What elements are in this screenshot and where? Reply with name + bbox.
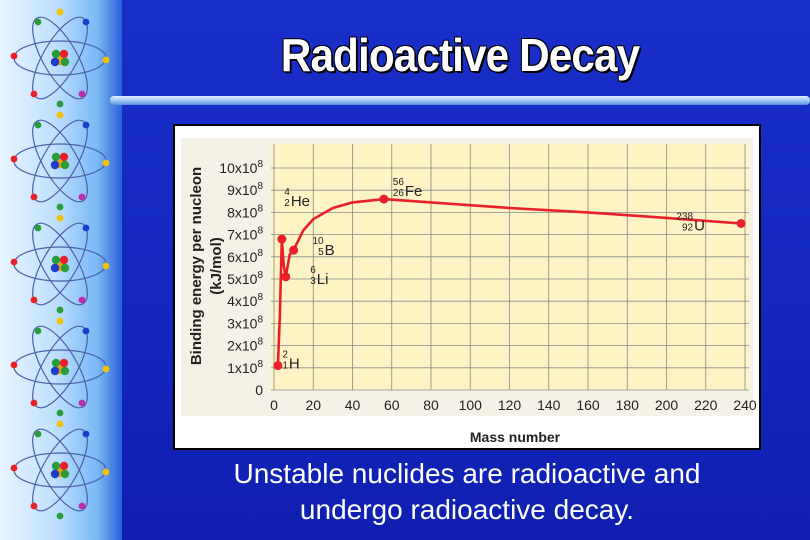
x-tick-label: 200 xyxy=(655,397,679,413)
atomic-number-label: 1 xyxy=(282,361,288,372)
mass-number-label: 56 xyxy=(393,177,405,188)
atomic-number-label: 92 xyxy=(682,223,694,234)
binding-energy-curve xyxy=(276,197,742,366)
chart-panel: 0 1x108 2x108 3x108 4x108 5x108 6x108 7x108 8x10… xyxy=(173,124,761,450)
title-underline-bar xyxy=(110,96,810,105)
caption-line-2: undergo radioactive decay. xyxy=(299,494,635,525)
grid xyxy=(271,144,749,391)
x-tick-label: 0 xyxy=(270,397,278,413)
mass-number-label: 238 xyxy=(676,212,693,223)
data-point-he xyxy=(277,234,287,244)
x-axis-title: Mass number xyxy=(470,429,561,445)
atom-icon xyxy=(10,8,110,108)
element-symbol-label: U xyxy=(694,218,705,235)
x-tick-label: 120 xyxy=(498,397,522,413)
data-point-li xyxy=(281,272,291,282)
y-tick-label: 0 xyxy=(255,382,263,398)
y-tick-label: 2x108 xyxy=(227,337,263,354)
slide-caption: Unstable nuclides are radioactive and un… xyxy=(160,456,774,528)
mass-number-label: 10 xyxy=(313,236,325,247)
nuclide-label-he: 42 He xyxy=(284,187,310,210)
mass-number-label: 6 xyxy=(310,265,316,276)
atom-icon xyxy=(10,420,110,520)
y-axis-title-line-2: (kJ/mol) xyxy=(208,237,225,295)
x-tick-label: 80 xyxy=(423,397,439,413)
y-tick-label: 6x108 xyxy=(227,248,263,265)
element-symbol-label: B xyxy=(325,242,335,259)
data-point-b xyxy=(289,245,299,255)
x-tick-label: 100 xyxy=(459,397,483,413)
element-symbol-label: He xyxy=(291,193,310,210)
x-tick-label: 60 xyxy=(384,397,400,413)
atomic-number-label: 3 xyxy=(310,276,316,287)
y-tick-label: 10x108 xyxy=(219,159,263,176)
x-tick-label: 240 xyxy=(733,397,757,413)
x-tick-label: 20 xyxy=(305,397,321,413)
nuclide-label-li: 63 Li xyxy=(310,265,328,288)
atomic-number-label: 26 xyxy=(393,188,405,199)
nuclide-label-b: 105 B xyxy=(313,236,335,259)
atom-icon xyxy=(10,214,110,314)
y-tick-label: 8x108 xyxy=(227,203,263,220)
x-tick-label: 40 xyxy=(345,397,361,413)
y-tick-labels: 0 1x108 2x108 3x108 4x108 5x108 6x108 7x108 8x10… xyxy=(219,159,263,398)
slide-title: Radioactive Decay xyxy=(280,29,640,81)
y-tick-label: 5x108 xyxy=(227,270,263,287)
element-symbol-label: H xyxy=(289,356,300,373)
atomic-number-label: 2 xyxy=(284,198,290,209)
x-tick-labels: 0 20 40 60 80 100 120 140 160 180 200 220 240 xyxy=(270,397,757,413)
y-tick-label: 7x108 xyxy=(227,226,263,243)
plot-area xyxy=(271,144,749,390)
atomic-number-label: 5 xyxy=(318,247,324,258)
caption-line-1: Unstable nuclides are radioactive and xyxy=(233,458,701,489)
binding-energy-chart: 0 1x108 2x108 3x108 4x108 5x108 6x108 7x108 8x10… xyxy=(181,138,757,445)
x-tick-label: 160 xyxy=(576,397,600,413)
element-symbol-label: Fe xyxy=(405,183,423,200)
y-tick-label: 9x108 xyxy=(227,181,263,198)
y-tick-label: 4x108 xyxy=(227,292,263,309)
y-axis-title-line-1: Binding energy per nucleon xyxy=(188,167,205,365)
y-tick-label: 1x108 xyxy=(227,359,263,376)
nuclide-label-h: 21 H xyxy=(282,350,299,373)
mass-number-label: 4 xyxy=(284,187,290,198)
x-tick-label: 140 xyxy=(537,397,561,413)
x-tick-label: 180 xyxy=(616,397,640,413)
x-tick-label: 220 xyxy=(694,397,718,413)
decorative-sidebar xyxy=(0,0,122,540)
y-tick-label: 3x108 xyxy=(227,314,263,331)
data-point-h xyxy=(273,361,283,371)
mass-number-label: 2 xyxy=(282,350,288,361)
data-point-u xyxy=(736,219,746,228)
element-symbol-label: Li xyxy=(317,271,329,288)
data-point-fe xyxy=(379,194,389,204)
atom-icon xyxy=(10,111,110,211)
atom-icon xyxy=(10,317,110,417)
